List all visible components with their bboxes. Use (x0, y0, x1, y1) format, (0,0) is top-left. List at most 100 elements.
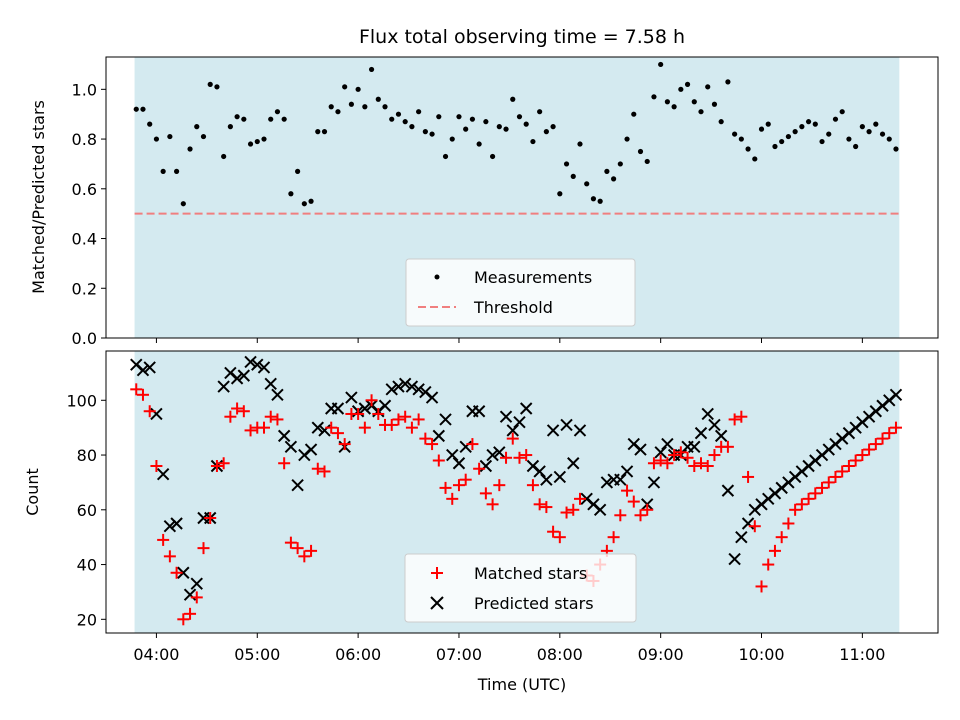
measurement-point (147, 121, 153, 127)
matched-star-point (695, 457, 708, 470)
measurement-point (510, 96, 516, 102)
measurement-point (456, 114, 462, 120)
measurement-point (705, 84, 711, 90)
measurement-point (348, 101, 354, 107)
predicted-star-point (251, 358, 264, 371)
legend-measurements-label: Measurements (474, 268, 592, 287)
measurement-point (846, 136, 852, 142)
matched-star-point (291, 542, 304, 555)
measurement-point (449, 136, 455, 142)
measurement-point (355, 86, 361, 92)
predicted-star-point (156, 467, 170, 481)
matched-star-point (889, 421, 902, 434)
matched-star-point (654, 454, 667, 467)
legend-threshold-label: Threshold (473, 298, 553, 317)
measurement-point (442, 153, 449, 160)
predicted-star-point (244, 355, 257, 369)
matched-star-point (352, 407, 365, 420)
bottom-x-tick-label: 05:00 (234, 645, 280, 664)
matched-star-point (210, 459, 223, 472)
predicted-star-point (412, 383, 425, 396)
measurement-point (429, 131, 435, 137)
predicted-star-point (560, 418, 573, 432)
matched-star-point (836, 465, 849, 478)
measurement-point (409, 124, 415, 130)
predicted-star-point (291, 478, 304, 492)
measurement-point (268, 116, 274, 122)
matched-star-point (661, 457, 674, 470)
measurement-point (651, 94, 657, 100)
matched-star-point (863, 443, 876, 456)
predicted-star-point (392, 380, 405, 393)
matched-star-point (768, 544, 781, 557)
measurement-point (772, 143, 778, 150)
predicted-star-point (513, 415, 526, 429)
measurement-point (543, 129, 549, 135)
matched-star-point (231, 402, 244, 415)
predicted-star-point (277, 429, 291, 443)
measurement-point (321, 129, 328, 135)
matched-star-point (298, 550, 311, 563)
matched-star-point (816, 481, 829, 494)
predicted-star-point (385, 383, 398, 396)
matched-star-point (795, 498, 808, 511)
matched-star-point (809, 487, 822, 500)
measurement-point (853, 143, 859, 150)
measurement-point (160, 168, 166, 174)
matched-star-point (621, 484, 634, 497)
predicted-star-point (694, 426, 708, 440)
predicted-star-point (546, 424, 560, 437)
measurement-point (805, 119, 812, 125)
bottom-x-tick-label: 06:00 (335, 645, 381, 664)
measurement-point (140, 106, 146, 112)
measurement-point (167, 133, 173, 140)
bottom-y-tick-label: 60 (77, 501, 97, 520)
measurement-point (308, 198, 314, 204)
measurement-point (617, 161, 623, 167)
measurement-point (698, 109, 704, 115)
predicted-star-point (567, 457, 580, 470)
predicted-star-point (553, 470, 567, 484)
matched-star-point (614, 509, 627, 522)
measurement-point (489, 153, 496, 160)
measurement-point (779, 138, 785, 145)
chart-title: Flux total observing time = 7.58 h (359, 26, 685, 48)
matched-star-point (184, 607, 197, 620)
measurement-point (180, 201, 186, 207)
measurement-point (819, 138, 825, 145)
predicted-star-point (237, 369, 251, 382)
measurement-point (691, 99, 697, 105)
matched-star-point (399, 410, 412, 423)
top-y-tick-label: 0.8 (72, 130, 97, 149)
matched-star-point (284, 536, 297, 549)
legend-predicted-marker (430, 596, 444, 610)
measurement-point (745, 146, 751, 152)
predicted-star-point (264, 377, 277, 391)
predicted-star-point (889, 388, 903, 402)
matched-star-point (775, 531, 788, 544)
matched-star-point (163, 550, 176, 563)
bottom-x-tick-label: 10:00 (738, 645, 784, 664)
matched-star-point (130, 383, 143, 396)
measurement-point (530, 138, 536, 145)
matched-star-point (365, 394, 378, 407)
top-y-tick-label: 0.2 (72, 279, 97, 298)
measurement-point (584, 181, 590, 187)
measurement-point (395, 111, 402, 117)
legend-matched-label: Matched stars (474, 564, 587, 583)
predicted-star-point (217, 380, 230, 393)
measurement-point (563, 161, 570, 167)
bottom-legend: Matched stars Predicted stars (404, 553, 637, 623)
legend-matched-marker (431, 567, 443, 579)
legend-predicted-label: Predicted stars (474, 594, 594, 613)
measurement-point (301, 201, 307, 207)
matched-star-point (681, 451, 694, 464)
matched-star-point (392, 413, 405, 426)
measurement-point (765, 121, 771, 127)
matched-star-point (170, 566, 183, 579)
matched-star-point (311, 462, 324, 475)
matched-star-point (674, 446, 687, 459)
matched-star-point (479, 487, 492, 500)
matched-star-point (842, 459, 855, 472)
measurement-point (234, 114, 240, 120)
